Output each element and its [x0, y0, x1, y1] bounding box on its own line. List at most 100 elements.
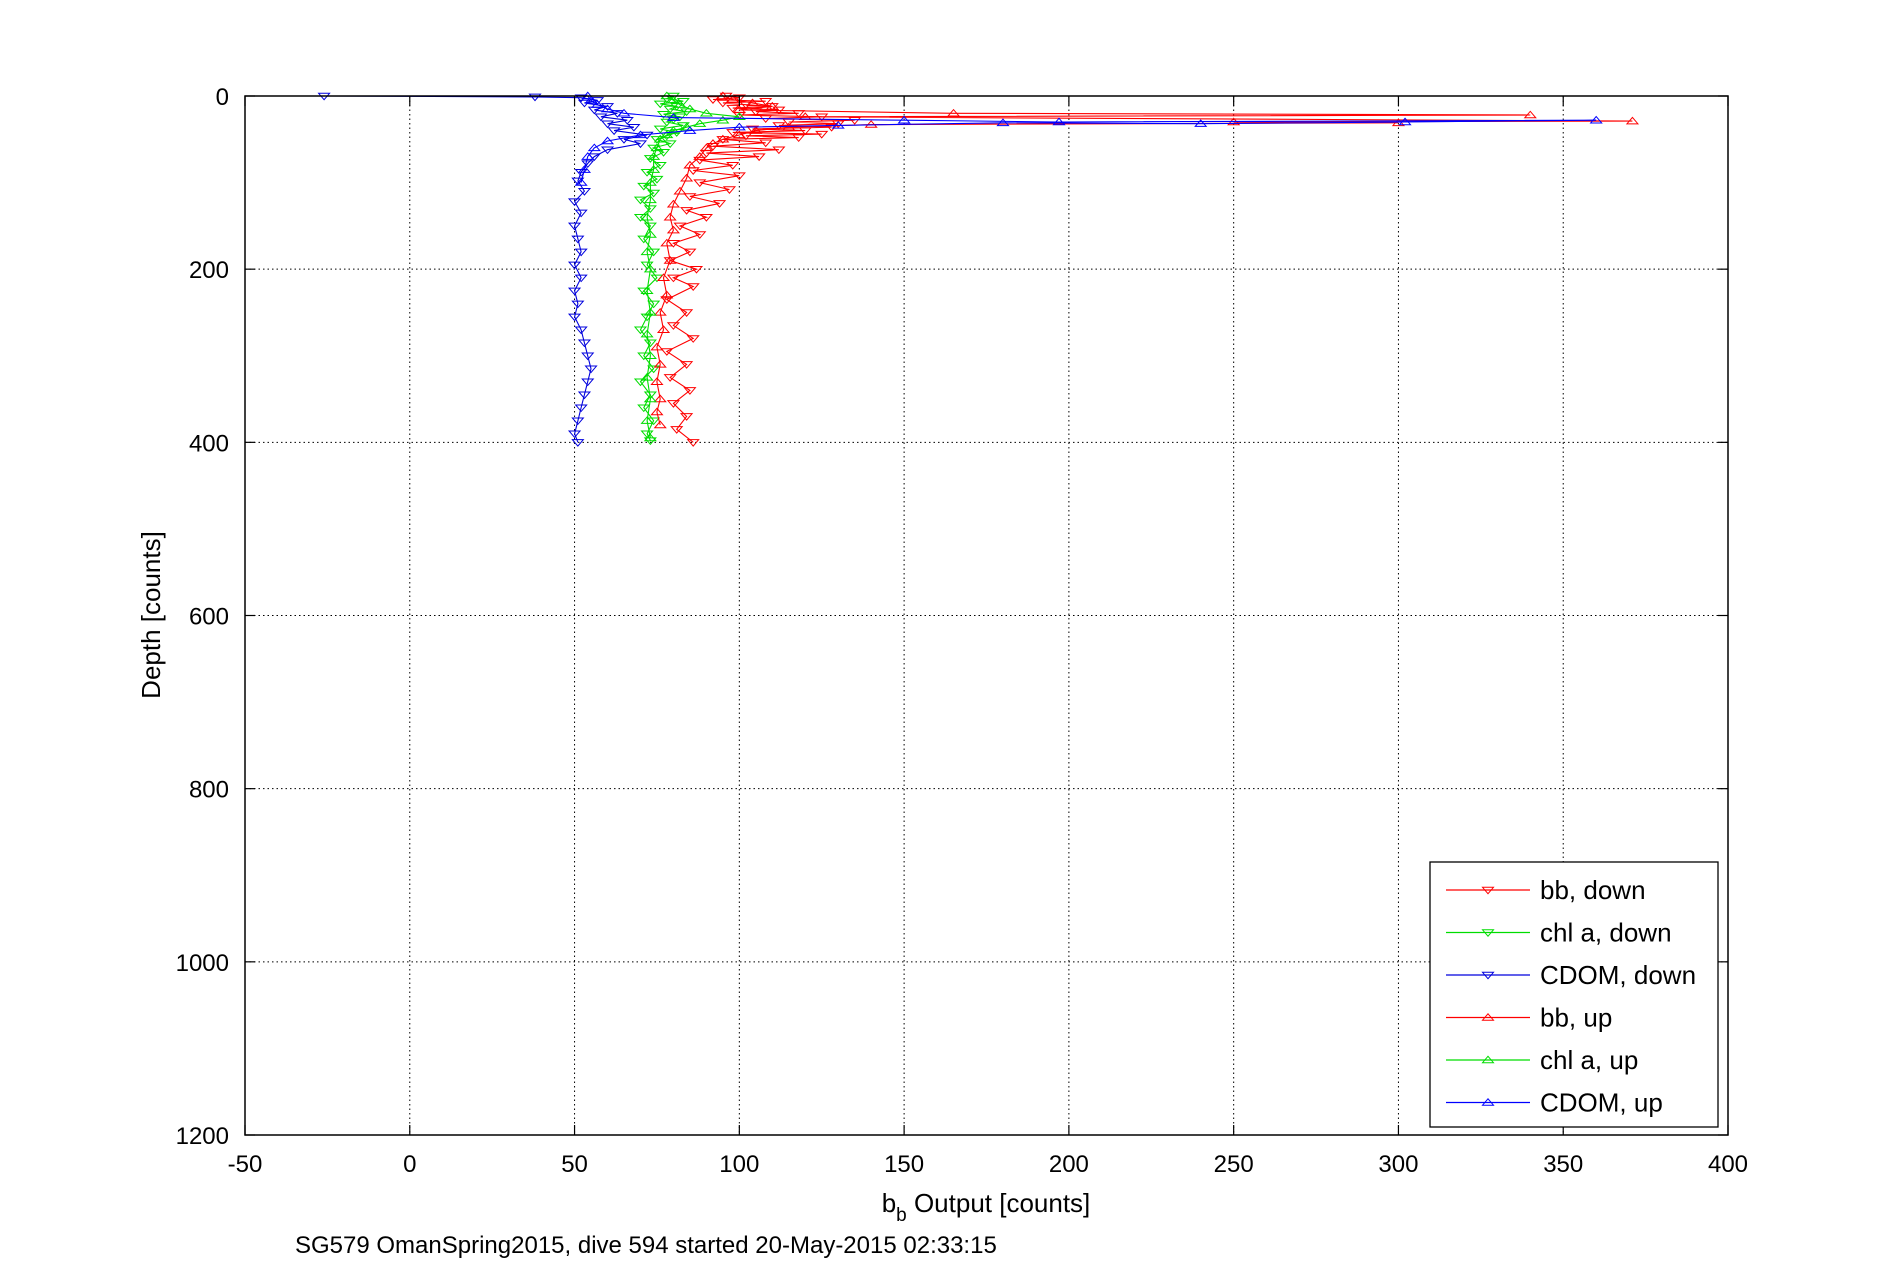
data-point-marker: [574, 404, 588, 413]
y-tick-label: 400: [189, 430, 229, 457]
data-point-marker: [643, 433, 657, 442]
data-point-marker: [686, 335, 700, 343]
data-point-marker: [574, 209, 588, 218]
data-point-marker: [666, 400, 681, 408]
data-point-marker: [660, 296, 674, 304]
data-point-marker: [673, 186, 687, 195]
data-point-marker: [567, 287, 582, 296]
data-point-marker: [772, 146, 786, 155]
legend-label: chl a, up: [1540, 1045, 1638, 1075]
x-tick-label: 300: [1378, 1151, 1418, 1178]
legend-label: chl a, down: [1540, 918, 1672, 948]
data-point-marker: [643, 264, 657, 273]
data-point-marker: [663, 105, 677, 114]
data-point-marker: [640, 372, 654, 381]
data-point-marker: [683, 193, 697, 201]
legend-marker-sample: [1481, 1098, 1495, 1106]
data-point-marker: [650, 342, 664, 351]
data-point-marker: [571, 439, 585, 447]
data-point-marker: [650, 407, 664, 416]
data-point-marker: [1625, 116, 1640, 125]
data-point-marker: [633, 130, 648, 139]
data-point-marker: [1523, 110, 1537, 119]
legend-entry-cdom-up: CDOM, up: [1446, 1088, 1663, 1118]
data-point-marker: [617, 108, 631, 117]
data-point-marker: [633, 326, 648, 335]
data-point-marker: [577, 188, 592, 196]
data-point-marker: [683, 387, 697, 395]
data-point-marker: [798, 127, 812, 136]
data-point-marker: [653, 394, 667, 403]
data-point-marker: [680, 361, 694, 369]
data-point-marker: [759, 139, 773, 148]
data-point-marker: [831, 120, 845, 129]
data-point-marker: [673, 222, 687, 231]
data-point-marker: [633, 378, 648, 387]
data-point-marker: [732, 130, 746, 139]
data-point-marker: [716, 99, 730, 108]
data-point-marker: [792, 134, 806, 143]
data-point-marker: [637, 287, 651, 296]
data-point-marker: [656, 149, 671, 157]
data-point-marker: [666, 126, 681, 134]
legend: bb, down chl a, down CDOM, down bb, up chl a…: [1429, 861, 1719, 1128]
data-point-marker: [663, 140, 677, 149]
x-tick-label: 50: [561, 1151, 588, 1178]
data-point-marker: [653, 307, 667, 316]
data-point-marker: [577, 339, 592, 348]
data-point-marker: [680, 207, 694, 215]
data-point-marker: [587, 143, 601, 152]
data-point-marker: [722, 186, 737, 194]
series-line: [646, 95, 740, 439]
data-point-marker: [640, 416, 654, 424]
data-point-marker: [663, 256, 677, 264]
data-point-marker: [640, 286, 654, 295]
data-point-marker: [666, 274, 681, 283]
data-point-marker: [732, 172, 746, 181]
y-tick-label: 1000: [176, 950, 229, 977]
data-point-marker: [643, 178, 657, 186]
x-tick-label: -50: [228, 1151, 263, 1178]
data-point-marker: [600, 136, 615, 145]
x-axis-label-subscript: b: [896, 1205, 907, 1226]
x-tick-label: 0: [403, 1151, 416, 1178]
data-point-marker: [666, 95, 681, 104]
data-point-marker: [643, 394, 657, 403]
data-point-marker: [656, 325, 671, 333]
data-point-marker: [640, 329, 654, 338]
data-point-marker: [716, 136, 730, 144]
data-point-marker: [633, 140, 648, 149]
data-point-marker: [660, 130, 674, 139]
data-point-marker: [617, 136, 631, 144]
data-point-marker: [656, 273, 671, 282]
x-tick-label: 250: [1214, 1151, 1254, 1178]
data-point-marker: [996, 118, 1010, 127]
data-point-marker: [693, 119, 707, 127]
data-point-marker: [607, 127, 621, 136]
series-cdom-up: [574, 91, 1603, 186]
x-tick-label: 400: [1708, 1151, 1748, 1178]
data-point-marker: [643, 391, 657, 400]
data-point-marker: [653, 125, 667, 134]
data-point-marker: [732, 112, 746, 121]
data-point-marker: [600, 104, 615, 113]
data-point-marker: [656, 110, 671, 119]
data-point-marker: [673, 100, 687, 108]
x-tick-label: 200: [1049, 1151, 1089, 1178]
data-point-marker: [571, 177, 585, 186]
data-point-marker: [693, 179, 707, 188]
legend-label: CDOM, up: [1540, 1088, 1663, 1118]
data-point-marker: [653, 420, 667, 429]
data-point-marker: [653, 162, 667, 170]
data-point-marker: [686, 283, 700, 291]
data-point-marker: [594, 113, 608, 122]
series-line: [656, 95, 1633, 426]
data-point-marker: [683, 160, 697, 169]
data-point-marker: [643, 351, 657, 359]
data-point-marker: [759, 97, 773, 106]
legend-entry-chl-a-up: chl a, up: [1446, 1045, 1638, 1075]
data-point-marker: [584, 95, 598, 104]
data-point-marker: [643, 230, 657, 238]
data-point-marker: [581, 152, 595, 160]
